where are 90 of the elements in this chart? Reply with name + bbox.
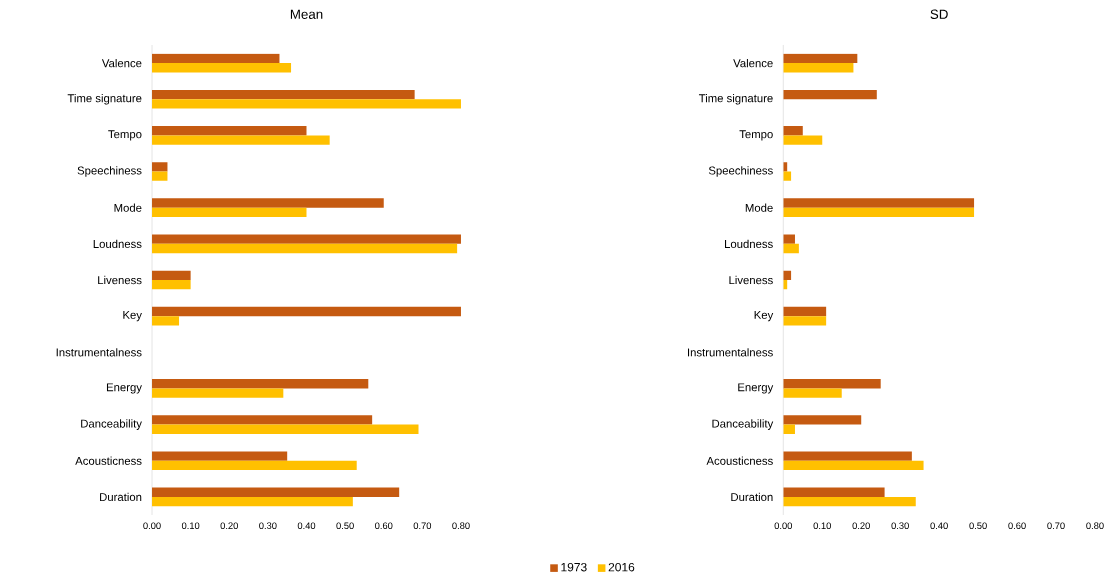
- bar: [783, 63, 854, 73]
- x-tick-label: 0.80: [452, 522, 470, 529]
- bar: [783, 207, 975, 218]
- x-tick-label: 0.10: [813, 522, 831, 529]
- x-tick-label: 0.20: [852, 522, 870, 529]
- bar: [783, 53, 858, 64]
- bar: [152, 89, 415, 100]
- bar: [783, 316, 827, 326]
- bar: [152, 487, 400, 497]
- y-tick-label: Instrumentalness: [56, 348, 142, 357]
- bar: [783, 388, 842, 398]
- bar: [152, 126, 307, 136]
- chart-title: Mean: [290, 9, 323, 19]
- x-tick-label: 0.00: [143, 522, 161, 529]
- y-tick-label: Key: [123, 311, 142, 322]
- y-tick-label: Danceability: [712, 419, 774, 430]
- bar: [152, 306, 461, 317]
- y-tick-label: Instrumentalness: [688, 348, 773, 357]
- x-tick-label: 0.20: [220, 522, 238, 529]
- x-tick-label: 0.50: [969, 522, 987, 529]
- x-tick-label: 0.40: [297, 522, 316, 529]
- x-tick-label: 0.40: [930, 522, 948, 529]
- x-tick-label: 0.70: [1047, 522, 1065, 529]
- bar: [152, 280, 191, 290]
- bar: [783, 460, 924, 471]
- y-tick-label: Danceability: [81, 419, 142, 430]
- y-tick-label: Time signature: [698, 93, 773, 105]
- bar: [152, 99, 461, 109]
- x-tick-label: 0.80: [1086, 522, 1104, 529]
- x-tick-label: 0.30: [259, 522, 277, 529]
- bar: [152, 424, 419, 434]
- bar: [783, 135, 823, 145]
- bar: [152, 460, 357, 471]
- bar: [152, 63, 292, 73]
- y-tick-label: Time signature: [67, 93, 142, 105]
- y-tick-label: Duration: [100, 492, 142, 502]
- y-tick-label: Mode: [114, 203, 142, 212]
- y-tick-label: Valence: [101, 58, 142, 68]
- x-tick-label: 0.70: [413, 522, 432, 529]
- y-tick-label: Liveness: [98, 275, 142, 285]
- bar: [152, 243, 458, 254]
- bar: [152, 496, 353, 507]
- bar: [152, 162, 168, 172]
- y-tick-label: Energy: [738, 383, 774, 394]
- legend-label: 2016: [608, 562, 635, 572]
- bar: [152, 415, 373, 425]
- bar: [152, 207, 307, 218]
- y-tick-label: Acousticness: [75, 456, 142, 465]
- y-tick-label: Valence: [733, 58, 773, 68]
- y-tick-label: Key: [754, 311, 774, 322]
- y-tick-label: Speechiness: [708, 166, 773, 177]
- bar: [783, 451, 912, 461]
- y-tick-label: Loudness: [93, 239, 142, 248]
- y-tick-label: Tempo: [108, 130, 142, 141]
- bar: [783, 89, 877, 100]
- y-tick-label: Tempo: [739, 130, 773, 141]
- y-tick-label: Speechiness: [77, 166, 142, 177]
- y-tick-label: Loudness: [725, 239, 773, 248]
- bar: [152, 316, 180, 326]
- x-tick-label: 0.00: [774, 522, 793, 529]
- y-tick-label: Mode: [745, 203, 773, 212]
- bar: [152, 53, 280, 64]
- y-tick-label: Acousticness: [706, 456, 773, 465]
- bar: [152, 451, 288, 461]
- bar: [152, 135, 330, 145]
- bar: [783, 243, 799, 254]
- x-tick-label: 0.10: [181, 522, 200, 529]
- y-tick-label: Duration: [731, 492, 773, 502]
- bar: [783, 306, 827, 317]
- legend-label: 1973: [561, 562, 587, 572]
- y-tick-label: Energy: [106, 383, 142, 394]
- chart-title: SD: [930, 9, 948, 19]
- y-tick-label: Liveness: [729, 275, 773, 285]
- bar: [783, 234, 795, 244]
- bar: [783, 198, 975, 208]
- bar: [152, 388, 284, 398]
- x-tick-label: 0.50: [336, 522, 354, 529]
- bar: [152, 379, 369, 389]
- bar: [783, 424, 795, 434]
- x-tick-label: 0.60: [1008, 522, 1026, 529]
- x-tick-label: 0.60: [375, 522, 393, 529]
- x-tick-label: 0.30: [891, 522, 909, 529]
- bar: [783, 126, 803, 136]
- bar: [152, 234, 461, 244]
- bar: [152, 198, 384, 208]
- bar: [152, 270, 191, 280]
- bar: [783, 379, 881, 389]
- bar: [783, 496, 916, 507]
- bar: [783, 415, 862, 425]
- bar: [783, 487, 885, 497]
